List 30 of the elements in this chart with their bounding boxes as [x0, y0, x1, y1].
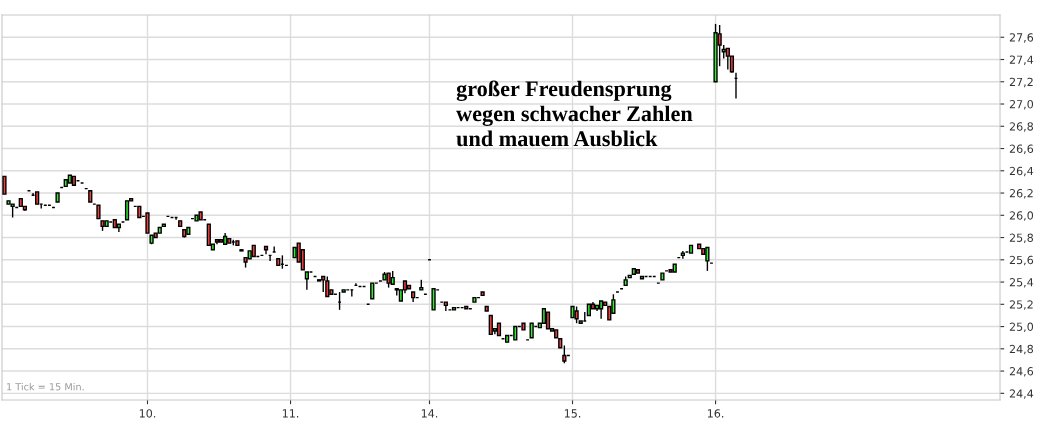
- y-tick-label: 25,6: [1009, 255, 1034, 266]
- y-tick-label: 27,6: [1009, 33, 1034, 43]
- candlestick: [725, 47, 730, 71]
- annotation: großer Freudensprung wegen schwacher Zahlen und mauem Ausblick: [456, 80, 693, 147]
- x-tick-label: 15.: [564, 409, 581, 418]
- candlestick: [431, 288, 436, 311]
- y-tick-label: 26,6: [1009, 144, 1034, 155]
- x-tick-label: 16.: [707, 409, 724, 418]
- x-tick-label: 14.: [421, 409, 438, 418]
- y-tick-label: 25,0: [1009, 322, 1034, 333]
- y-tick-label: 27,4: [1009, 55, 1034, 66]
- y-tick-label: 25,4: [1009, 278, 1034, 288]
- y-tick-label: 26,4: [1009, 166, 1034, 177]
- candlestick: [705, 246, 710, 272]
- y-tick-label: 26,2: [1009, 189, 1033, 199]
- y-tick-label: 26,8: [1009, 122, 1034, 132]
- candlestick: [488, 314, 493, 336]
- annotation: 1 Tick = 15 Min.: [7, 382, 84, 391]
- y-tick-label: 27,2: [1009, 77, 1033, 88]
- candlestick: [206, 223, 211, 247]
- y-tick-label: 26,0: [1009, 211, 1034, 221]
- x-tick-label: 10.: [139, 409, 156, 418]
- y-tick-label: 25,8: [1009, 233, 1034, 244]
- y-tick-label: 24,6: [1009, 367, 1034, 377]
- y-tick-label: 25,2: [1009, 300, 1033, 310]
- y-tick-label: 24,8: [1009, 344, 1034, 355]
- y-tick-label: 27,0: [1009, 99, 1034, 110]
- candlestick: [325, 275, 330, 298]
- y-tick-label: 24,4: [1009, 389, 1034, 399]
- x-tick-label: 11.: [282, 409, 299, 418]
